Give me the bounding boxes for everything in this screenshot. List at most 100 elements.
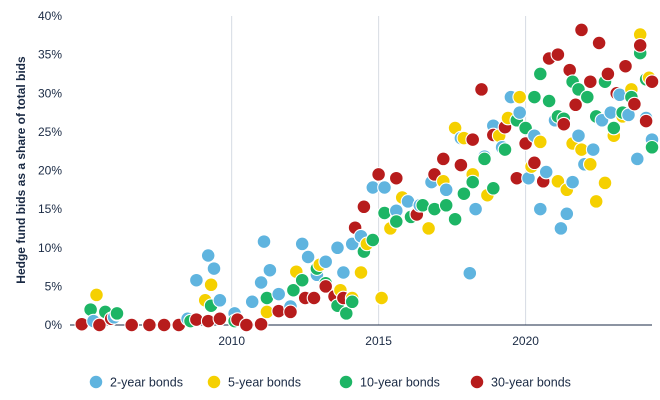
data-point-2-year-bonds bbox=[262, 262, 278, 278]
data-point-30-year-bonds bbox=[474, 82, 489, 97]
data-point-2-year-bonds bbox=[571, 128, 586, 144]
data-point-30-year-bonds bbox=[239, 317, 254, 333]
data-point-30-year-bonds bbox=[435, 151, 451, 167]
legend-swatch bbox=[206, 374, 222, 390]
data-point-10-year-bonds bbox=[465, 174, 481, 190]
data-point-5-year-bonds bbox=[582, 156, 598, 172]
data-point-30-year-bonds bbox=[318, 279, 334, 294]
data-point-30-year-bonds bbox=[582, 74, 598, 90]
data-point-5-year-bonds bbox=[203, 277, 219, 293]
data-point-2-year-bonds bbox=[189, 272, 204, 288]
data-point-5-year-bonds bbox=[374, 290, 389, 306]
data-point-30-year-bonds bbox=[388, 170, 404, 186]
data-point-10-year-bonds bbox=[456, 186, 472, 202]
data-point-30-year-bonds bbox=[306, 290, 322, 306]
data-point-30-year-bonds bbox=[356, 199, 372, 215]
data-point-10-year-bonds bbox=[447, 211, 463, 227]
data-point-30-year-bonds bbox=[142, 317, 157, 333]
data-point-5-year-bonds bbox=[588, 194, 604, 209]
y-tick-label: 0% bbox=[45, 318, 63, 332]
data-point-2-year-bonds bbox=[559, 206, 575, 222]
data-point-5-year-bonds bbox=[597, 175, 613, 191]
y-tick-label: 35% bbox=[38, 48, 62, 62]
data-point-2-year-bonds bbox=[244, 294, 260, 310]
legend-label: 30-year bonds bbox=[491, 376, 571, 390]
legend-item: 5-year bonds bbox=[206, 374, 301, 390]
legend-item: 10-year bonds bbox=[338, 374, 440, 390]
data-point-10-year-bonds bbox=[606, 120, 622, 136]
data-point-10-year-bonds bbox=[109, 306, 125, 321]
data-point-30-year-bonds bbox=[574, 22, 589, 38]
data-point-30-year-bonds bbox=[644, 74, 660, 90]
data-point-2-year-bonds bbox=[565, 174, 580, 190]
data-point-2-year-bonds bbox=[256, 234, 272, 249]
data-point-30-year-bonds bbox=[618, 58, 633, 74]
x-tick-label: 2010 bbox=[218, 334, 245, 348]
x-axis-ticks: 2010 2015 2020 bbox=[218, 334, 539, 348]
data-point-10-year-bonds bbox=[532, 66, 548, 82]
legend-swatch bbox=[88, 374, 104, 390]
data-point-10-year-bonds bbox=[286, 282, 301, 298]
data-point-2-year-bonds bbox=[468, 201, 483, 217]
y-tick-label: 15% bbox=[38, 202, 62, 216]
data-point-2-year-bonds bbox=[462, 265, 478, 281]
y-tick-label: 25% bbox=[38, 125, 62, 139]
legend-item: 30-year bonds bbox=[469, 374, 571, 390]
data-point-10-year-bonds bbox=[344, 294, 360, 310]
data-point-10-year-bonds bbox=[497, 142, 513, 157]
data-point-30-year-bonds bbox=[638, 113, 654, 129]
data-point-10-year-bonds bbox=[338, 306, 354, 321]
data-point-30-year-bonds bbox=[568, 97, 583, 113]
data-point-5-year-bonds bbox=[421, 221, 436, 236]
data-point-5-year-bonds bbox=[353, 265, 369, 280]
data-point-2-year-bonds bbox=[253, 275, 269, 290]
data-point-2-year-bonds bbox=[318, 254, 334, 270]
data-point-30-year-bonds bbox=[453, 157, 469, 173]
data-points bbox=[74, 22, 660, 333]
data-point-2-year-bonds bbox=[512, 105, 528, 120]
data-point-30-year-bonds bbox=[92, 317, 107, 333]
data-point-30-year-bonds bbox=[124, 317, 140, 333]
y-tick-label: 30% bbox=[38, 86, 62, 100]
legend: 2-year bonds 5-year bonds 10-year bonds 30-… bbox=[88, 374, 571, 390]
data-point-30-year-bonds bbox=[527, 155, 542, 171]
data-point-10-year-bonds bbox=[579, 89, 595, 105]
data-point-5-year-bonds bbox=[89, 287, 104, 303]
legend-label: 5-year bonds bbox=[228, 376, 301, 390]
data-point-30-year-bonds bbox=[550, 47, 566, 62]
data-point-2-year-bonds bbox=[377, 180, 392, 195]
data-point-2-year-bonds bbox=[294, 236, 310, 252]
data-point-30-year-bonds bbox=[556, 116, 572, 132]
data-point-2-year-bonds bbox=[330, 240, 345, 256]
data-point-2-year-bonds bbox=[200, 248, 216, 263]
data-point-30-year-bonds bbox=[600, 66, 616, 82]
data-point-30-year-bonds bbox=[156, 317, 172, 333]
data-point-2-year-bonds bbox=[629, 151, 645, 167]
data-point-10-year-bonds bbox=[644, 139, 660, 155]
data-point-2-year-bonds bbox=[585, 142, 601, 157]
data-point-2-year-bonds bbox=[271, 286, 287, 302]
data-point-30-year-bonds bbox=[465, 132, 481, 147]
data-point-2-year-bonds bbox=[212, 292, 228, 308]
data-point-30-year-bonds bbox=[283, 304, 298, 320]
y-tick-label: 20% bbox=[38, 164, 62, 178]
legend-label: 10-year bonds bbox=[360, 376, 440, 390]
legend-label: 2-year bonds bbox=[110, 376, 183, 390]
legend-item: 2-year bonds bbox=[88, 374, 183, 390]
data-point-30-year-bonds bbox=[591, 35, 607, 51]
legend-swatch bbox=[469, 374, 485, 390]
data-point-10-year-bonds bbox=[388, 214, 404, 229]
data-point-10-year-bonds bbox=[365, 232, 381, 248]
y-tick-label: 40% bbox=[38, 9, 62, 23]
legend-swatch bbox=[338, 374, 354, 390]
data-point-10-year-bonds bbox=[541, 93, 557, 109]
data-point-2-year-bonds bbox=[538, 164, 554, 180]
data-point-10-year-bonds bbox=[294, 272, 310, 288]
y-axis-label: Hedge fund bids as a share of total bids bbox=[14, 56, 28, 284]
data-point-10-year-bonds bbox=[377, 205, 392, 221]
data-point-30-year-bonds bbox=[371, 167, 386, 182]
data-point-5-year-bonds bbox=[550, 173, 566, 189]
data-point-2-year-bonds bbox=[438, 182, 454, 198]
data-point-30-year-bonds bbox=[253, 316, 269, 332]
